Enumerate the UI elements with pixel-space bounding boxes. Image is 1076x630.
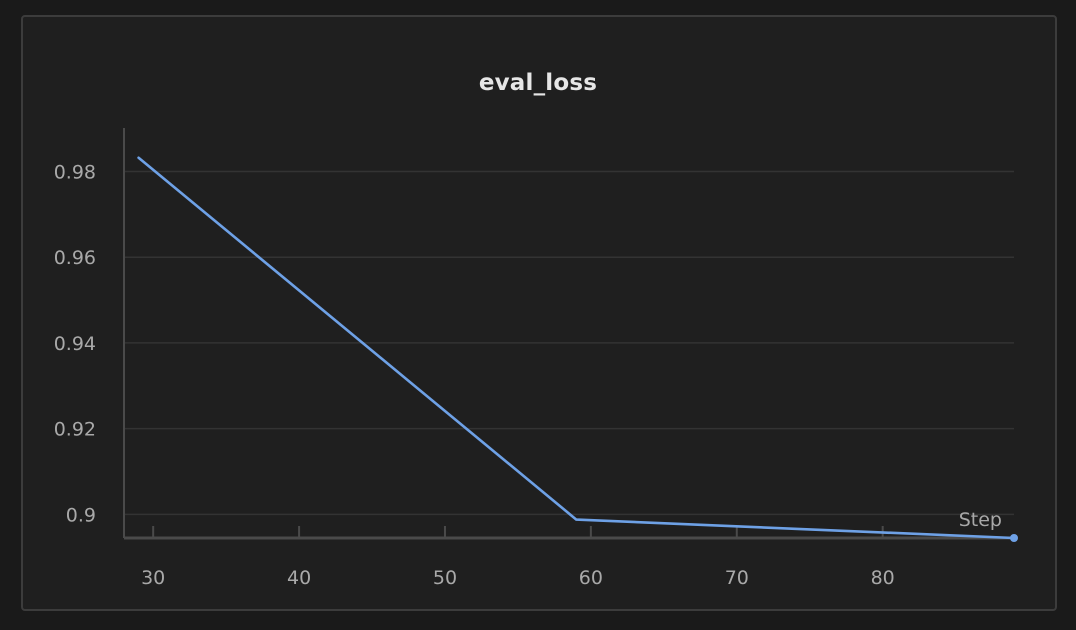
y-tick-label: 0.94 (54, 333, 96, 355)
x-tick-label: 50 (433, 567, 457, 589)
y-tick-label: 0.96 (54, 247, 96, 269)
x-tick-label: 80 (871, 567, 895, 589)
axes (123, 128, 1014, 540)
x-axis-label: Step (959, 509, 1002, 531)
x-tick-label: 30 (141, 567, 165, 589)
grid (124, 170, 1014, 516)
chart-title: eval_loss (478, 70, 598, 96)
x-tick-label: 60 (579, 567, 603, 589)
series[interactable] (137, 156, 1018, 542)
series-end-point[interactable] (1010, 534, 1018, 542)
chart-panel (21, 15, 1057, 611)
y-axis-ticks: 0.9 0.92 0.94 0.96 0.98 (54, 161, 96, 526)
y-tick-label: 0.9 (66, 504, 96, 526)
x-tick-label: 40 (287, 567, 311, 589)
y-tick-label: 0.98 (54, 161, 96, 183)
y-tick-label: 0.92 (54, 419, 96, 441)
series-line[interactable] (137, 156, 1016, 540)
x-tick-label: 70 (725, 567, 749, 589)
x-axis-ticks: 30 40 50 60 70 80 (141, 526, 895, 589)
